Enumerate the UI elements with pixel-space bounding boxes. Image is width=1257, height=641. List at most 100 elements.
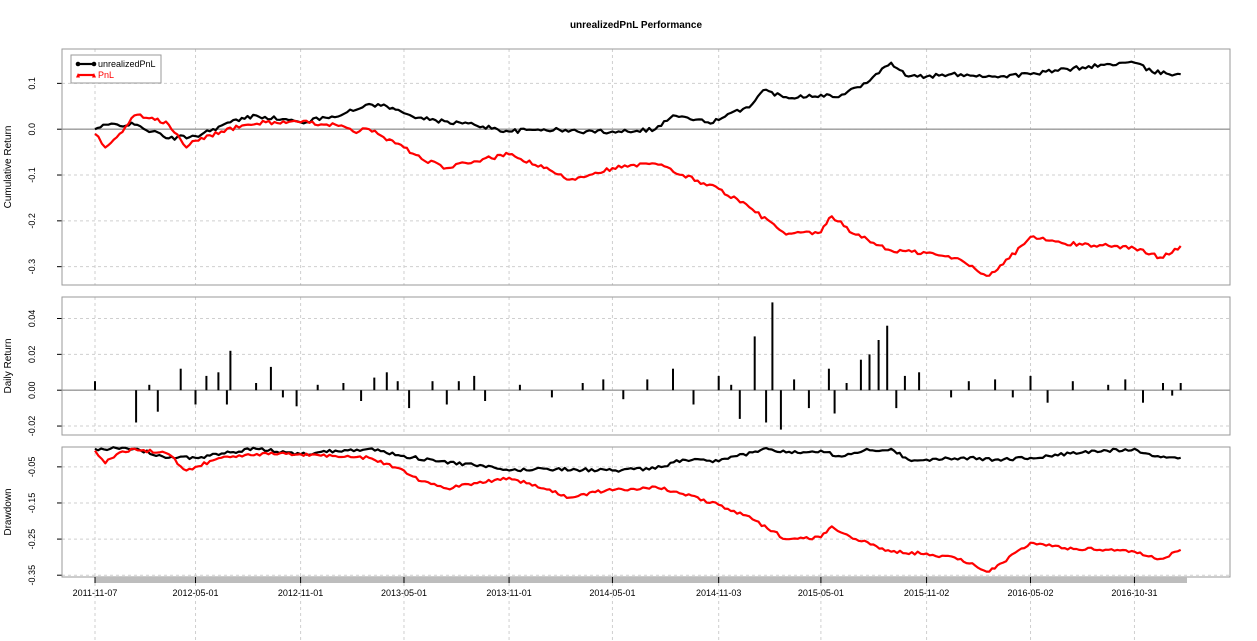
chart-title: unrealizedPnL Performance — [570, 20, 703, 31]
cumulative-return-axis-label: Cumulative Return — [3, 126, 14, 209]
daily-return-bar — [967, 381, 970, 391]
daily-return-bar — [1107, 384, 1110, 391]
x-tick-label: 2014-05-01 — [589, 588, 635, 598]
legend-marker-pnl-end — [92, 73, 96, 78]
daily-return-bar — [807, 390, 810, 409]
daily-return-bar — [877, 340, 880, 391]
series-line-pnl — [94, 447, 1182, 573]
daily-return-bar — [217, 372, 220, 391]
daily-return-bar — [738, 390, 741, 419]
daily-return-bar — [229, 350, 232, 391]
y-tick-label: -0.2 — [27, 213, 37, 229]
daily-return-bar — [1011, 390, 1014, 398]
y-tick-label: -0.35 — [27, 565, 37, 586]
daily-return-bar — [1124, 379, 1127, 391]
daily-return-bar — [779, 390, 782, 430]
daily-return-bar — [1171, 390, 1174, 396]
daily-return-bar — [316, 384, 319, 391]
x-tick-label: 2016-05-02 — [1007, 588, 1053, 598]
daily-return-bar — [1142, 390, 1144, 403]
daily-return-bar — [581, 383, 584, 391]
x-tick-label: 2011-11-07 — [73, 588, 118, 598]
daily-return-bar — [408, 390, 411, 409]
drawdown-axis-label: Drawdown — [3, 488, 14, 535]
cumulative-return-panel-border — [61, 48, 1231, 286]
daily-return-bar — [373, 377, 376, 391]
daily-return-bar — [1046, 390, 1049, 403]
y-tick-label: 0.04 — [27, 310, 37, 328]
daily-return-bar — [473, 375, 476, 391]
daily-return-bar — [886, 325, 889, 391]
daily-return-bar — [148, 384, 151, 391]
daily-return-bar — [672, 368, 674, 391]
legend-label-pnl: PnL — [98, 70, 114, 80]
y-tick-label: -0.1 — [27, 167, 37, 183]
daily-return-bar — [771, 302, 774, 391]
y-tick-label: 0.00 — [27, 381, 37, 399]
legend-marker-unrealizedpnl — [75, 61, 81, 67]
y-tick-label: -0.02 — [27, 416, 37, 437]
x-tick-label: 2015-05-01 — [798, 588, 844, 598]
x-tick-label: 2015-11-02 — [904, 588, 949, 598]
daily-return-bar — [692, 390, 695, 405]
daily-return-bar — [950, 390, 953, 398]
daily-return-bar — [918, 372, 921, 391]
daily-return-bar — [135, 390, 138, 423]
daily-return-bar — [457, 381, 460, 391]
daily-return-bar — [518, 384, 521, 391]
drawdown-panel: -0.35 -0.25 -0.15 -0.05 Drawdown — [3, 446, 1231, 586]
daily-return-bar — [793, 379, 796, 391]
daily-return-bar — [868, 354, 871, 391]
series-line-unrealizedpnl — [94, 60, 1181, 141]
daily-return-bar — [431, 381, 434, 391]
y-tick-label: -0.25 — [27, 529, 37, 550]
daily-return-bar — [895, 390, 898, 409]
y-tick-label: -0.05 — [27, 457, 37, 478]
cumulative-return-panel: -0.3 -0.2 -0.1 0.0 0.1 Cumulative Return unr… — [3, 48, 1231, 286]
daily-return-bar — [1071, 381, 1074, 391]
daily-return-bar — [194, 390, 197, 405]
daily-return-bar — [903, 375, 906, 391]
daily-return-bar — [205, 375, 208, 391]
daily-return-bar — [994, 379, 997, 391]
daily-return-bar — [342, 383, 345, 391]
y-tick-label: -0.3 — [27, 259, 37, 275]
daily-return-bar — [255, 383, 258, 391]
daily-return-bar — [833, 390, 836, 414]
daily-return-bar — [179, 368, 182, 391]
daily-return-bar — [753, 336, 756, 391]
y-tick-label: -0.15 — [27, 493, 37, 514]
daily-return-bar — [156, 390, 159, 412]
daily-return-bar — [646, 379, 649, 391]
y-tick-label: 0.02 — [27, 346, 37, 364]
x-tick-label: 2013-05-01 — [381, 588, 427, 598]
daily-return-bar — [484, 390, 487, 401]
daily-return-bar — [717, 375, 720, 391]
daily-return-bar — [730, 384, 733, 391]
daily-return-bar — [385, 372, 388, 391]
series-line-unrealizedpnl — [94, 446, 1181, 473]
series-line-pnl — [94, 113, 1182, 277]
daily-return-bar — [622, 390, 625, 400]
daily-return-bar — [1029, 375, 1032, 391]
daily-return-bar — [445, 390, 448, 405]
daily-return-bar — [295, 390, 298, 407]
daily-return-axis-label: Daily Return — [3, 338, 14, 393]
daily-return-bar — [269, 366, 272, 391]
daily-return-bar — [281, 390, 284, 398]
y-tick-label: 0.1 — [27, 77, 37, 90]
x-tick-label: 2013-11-01 — [486, 588, 531, 598]
daily-return-bar — [550, 390, 553, 398]
daily-return-bar — [225, 390, 228, 405]
legend: unrealizedPnL PnL — [70, 54, 162, 84]
legend-box — [70, 54, 162, 84]
daily-return-bar — [1162, 383, 1164, 391]
y-tick-label: 0.0 — [27, 123, 37, 136]
daily-return-bar — [396, 381, 399, 391]
daily-return-bar — [360, 390, 363, 401]
daily-return-bar — [845, 383, 848, 391]
daily-return-panel-border — [61, 296, 1231, 436]
legend-marker-pnl — [76, 73, 80, 78]
daily-return-bar — [94, 381, 96, 391]
